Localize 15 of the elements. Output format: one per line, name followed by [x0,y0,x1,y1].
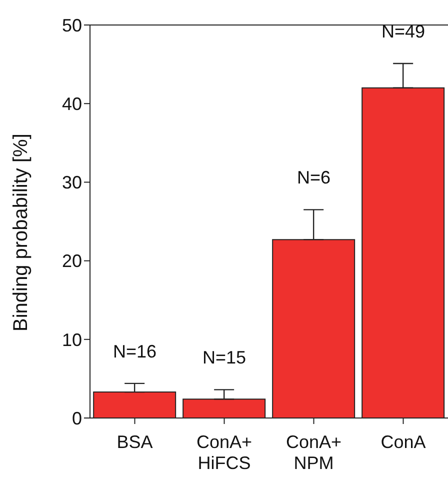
y-tick-label: 0 [72,408,82,428]
y-tick-label: 10 [62,330,82,350]
y-tick-label: 30 [62,172,82,193]
x-tick-label: BSA [116,432,153,452]
annotation: N=6 [296,168,331,188]
y-tick-label: 50 [62,15,82,36]
x-tick-label: ConA [380,432,426,452]
annotation: N=16 [112,341,157,362]
annotation: N=15 [202,348,246,368]
x-tick-label: ConA+ NPM [286,432,342,473]
y-tick-label: 20 [62,251,82,272]
y-tick-label: 40 [62,94,82,114]
x-tick-label: ConA+ HiFCS [196,432,252,473]
y-axis-title: Binding probability [%] [10,134,32,332]
annotation: N=49 [381,22,426,42]
